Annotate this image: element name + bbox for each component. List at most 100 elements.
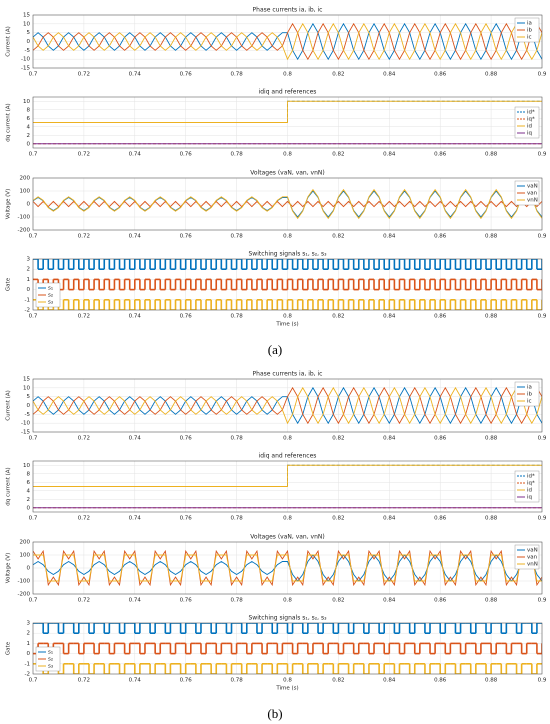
x-tick-label: 0.72 [78, 314, 90, 320]
series-line [33, 188, 542, 220]
x-tick-label: 0.82 [332, 436, 344, 442]
x-tick-label: 0.88 [485, 314, 498, 320]
y-axis-label: dq current (A) [6, 103, 12, 141]
x-tick-label: 0.74 [129, 152, 142, 158]
x-tick-label: 0.8 [283, 72, 292, 78]
x-tick-label: 0.78 [230, 72, 243, 78]
y-tick-label: -10 [21, 57, 30, 63]
y-axis-label: Voltage (V) [6, 189, 12, 219]
legend-label: iq [527, 495, 532, 501]
x-tick-label: 0.8 [283, 516, 292, 522]
x-tick-label: 0.8 [283, 678, 292, 684]
legend-label: vaN [527, 184, 538, 190]
x-tick-label: 0.78 [230, 678, 243, 684]
x-tick-label: 0.82 [332, 72, 344, 78]
x-tick-label: 0.7 [29, 152, 38, 158]
plot-frame [32, 14, 543, 69]
y-tick-label: -2 [25, 672, 30, 678]
x-tick-label: 0.8 [283, 436, 292, 442]
x-tick-label: 0.9 [538, 436, 547, 442]
x-tick-label: 0.7 [29, 314, 38, 320]
legend-label: id [527, 488, 532, 494]
y-tick-label: -200 [18, 592, 31, 598]
y-tick-label: 3 [27, 621, 31, 627]
plot-frame [32, 541, 543, 595]
y-tick-label: 0 [27, 505, 31, 511]
x-tick-label: 0.7 [29, 678, 38, 684]
y-tick-label: -100 [18, 215, 31, 221]
x-tick-label: 0.82 [332, 234, 344, 240]
legend-label: iq [527, 131, 532, 137]
series-line [33, 22, 542, 61]
series-line [33, 200, 542, 208]
x-tick-label: 0.84 [383, 314, 396, 320]
x-tick-label: 0.72 [78, 678, 90, 684]
x-tick-label: 0.82 [332, 152, 344, 158]
y-tick-label: 2 [27, 497, 31, 503]
chart-title: Switching signals s₁, s₂, s₃ [248, 615, 327, 622]
x-tick-label: 0.78 [230, 436, 243, 442]
legend-label: van [527, 191, 538, 197]
plot-frame [32, 378, 543, 433]
x-tick-label: 0.86 [434, 436, 447, 442]
chart-title: idiq and references [259, 453, 317, 460]
x-tick-label: 0.84 [383, 72, 396, 78]
y-tick-label: 8 [27, 471, 31, 477]
legend-label: vnN [527, 562, 538, 568]
x-tick-label: 0.9 [538, 152, 547, 158]
legend-label: s₂ [48, 293, 53, 299]
x-tick-label: 0.88 [485, 152, 498, 158]
x-tick-label: 0.9 [538, 598, 547, 604]
x-tick-label: 0.8 [283, 314, 292, 320]
y-tick-label: 0 [27, 566, 31, 572]
x-tick-label: 0.76 [180, 516, 193, 522]
series-group [33, 259, 542, 310]
x-tick-label: 0.86 [434, 314, 447, 320]
x-tick-label: 0.84 [383, 678, 396, 684]
x-tick-label: 0.88 [485, 234, 498, 240]
y-tick-label: -200 [18, 228, 31, 234]
x-tick-label: 0.72 [78, 436, 90, 442]
legend-label: s₂ [48, 657, 53, 663]
series-line [33, 386, 542, 425]
x-tick-label: 0.84 [383, 598, 396, 604]
x-axis-label: Time (s) [275, 322, 298, 328]
x-tick-label: 0.86 [434, 598, 447, 604]
y-tick-label: -10 [21, 421, 30, 427]
legend-label: ib [527, 28, 533, 34]
y-tick-label: 1 [27, 277, 31, 283]
x-tick-label: 0.72 [78, 152, 90, 158]
series-line [33, 100, 542, 123]
x-tick-label: 0.78 [230, 516, 243, 522]
legend-label: id* [527, 474, 535, 480]
y-tick-label: 1 [27, 641, 31, 647]
chart-title: Phase currents ia, ib, ic [253, 371, 323, 378]
x-tick-label: 0.74 [129, 436, 142, 442]
x-tick-label: 0.88 [485, 436, 498, 442]
x-tick-label: 0.74 [129, 598, 142, 604]
y-tick-label: 5 [27, 30, 31, 36]
x-tick-label: 0.9 [538, 72, 547, 78]
x-tick-label: 0.74 [129, 234, 142, 240]
x-tick-label: 0.72 [78, 234, 90, 240]
x-tick-label: 0.9 [538, 234, 547, 240]
y-tick-label: 5 [27, 394, 31, 400]
x-tick-label: 0.84 [383, 234, 396, 240]
plot-frame [32, 460, 543, 513]
x-tick-label: 0.74 [129, 314, 142, 320]
y-tick-label: 0 [27, 651, 31, 657]
x-tick-label: 0.88 [485, 72, 498, 78]
y-tick-label: 6 [27, 116, 31, 122]
x-tick-label: 0.72 [78, 598, 90, 604]
series-line [33, 22, 542, 61]
x-tick-label: 0.82 [332, 314, 344, 320]
x-tick-label: 0.88 [485, 598, 498, 604]
x-tick-label: 0.7 [29, 436, 38, 442]
x-tick-label: 0.78 [230, 598, 243, 604]
legend-label: s₁ [48, 286, 53, 292]
legend-label: s₁ [48, 650, 53, 656]
legend-label: id* [527, 110, 535, 116]
x-tick-label: 0.84 [383, 516, 396, 522]
legend-label: ia [527, 21, 532, 27]
